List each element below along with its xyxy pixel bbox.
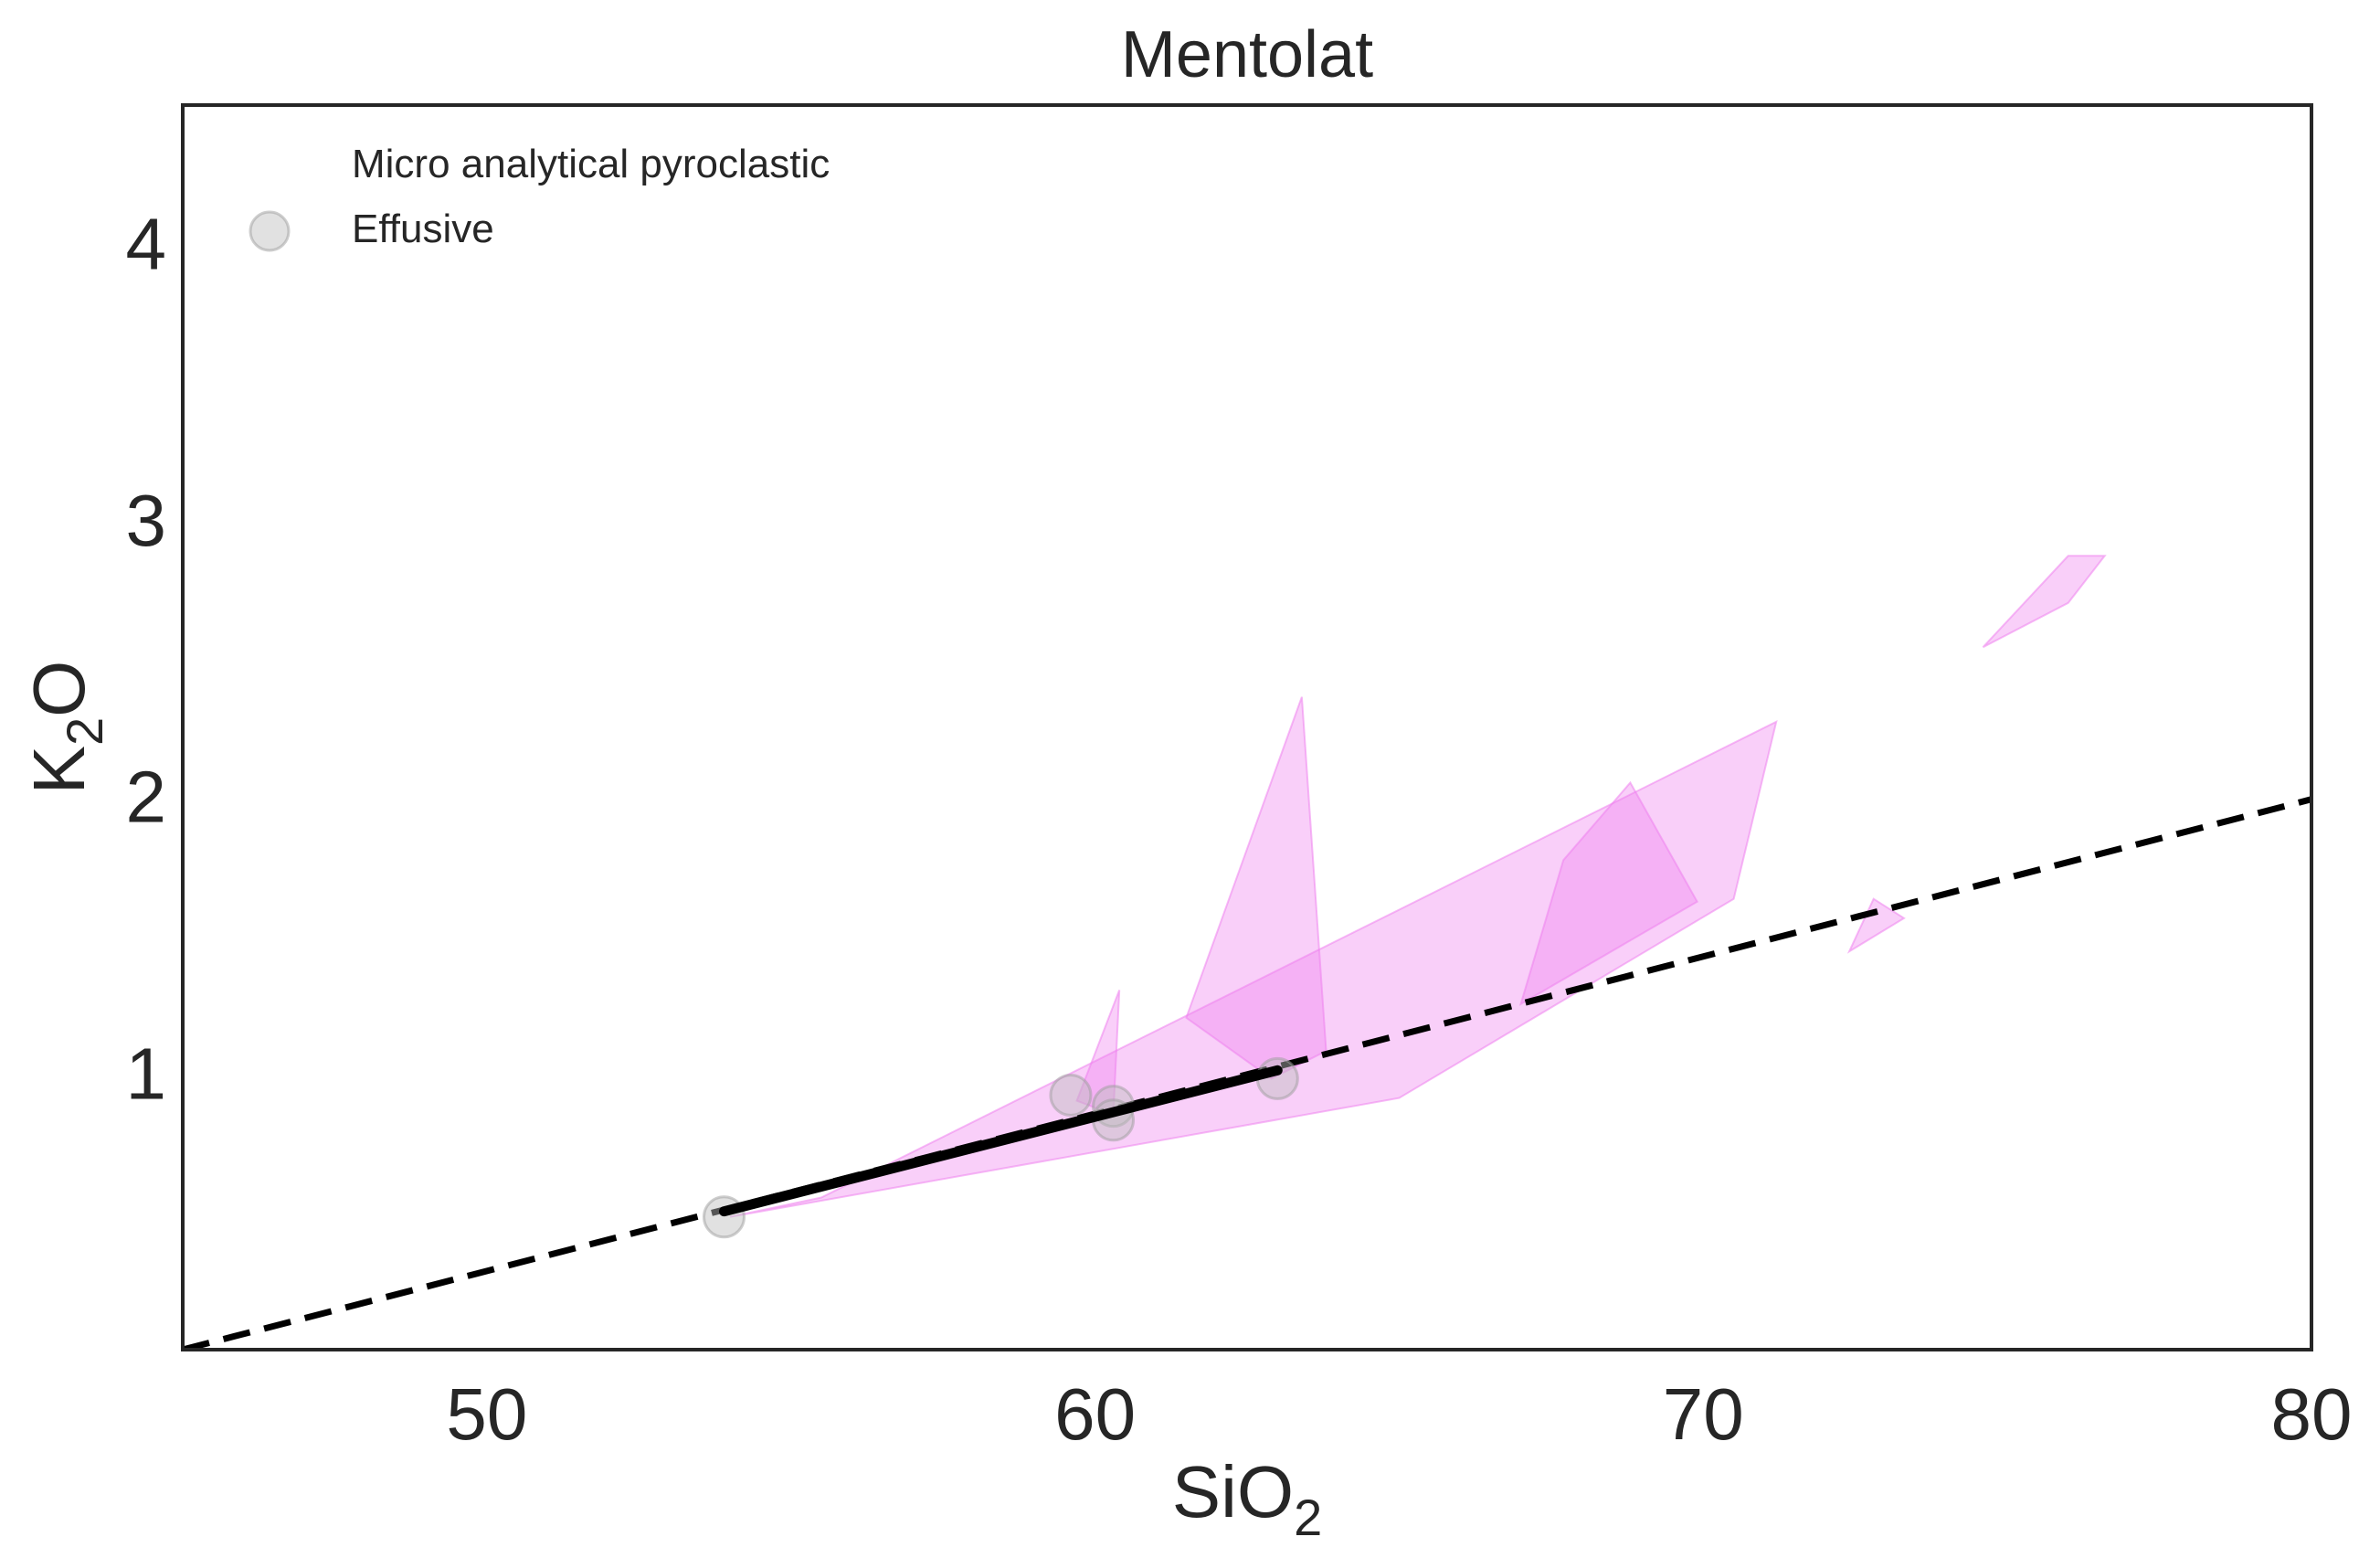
y-tick-label-2: 2 [126,757,167,838]
x-tick-label-60: 60 [1054,1373,1136,1455]
pyroclastic-field-6 [1982,555,2107,649]
pyroclastic-field-4 [1518,780,1698,1006]
legend-label-pyroclastic: Micro analytical pyroclastic [352,142,830,186]
y-tick-label-1: 1 [126,1033,167,1114]
legend-label-effusive: Effusive [352,207,494,251]
pyroclastic-field-1 [729,720,1778,1218]
y-axis-label: K2O [18,661,113,795]
pyroclastic-field-5 [1846,897,1906,954]
pyroclastic-field-3 [1185,696,1328,1080]
plot-frame [181,103,2313,1351]
solid-trend-line [718,1065,1283,1217]
legend-marker-effusive [249,210,291,252]
effusive-point-2 [1049,1074,1093,1118]
x-axis-label: SiO2 [1172,1451,1323,1546]
y-axis-ticks: 1 2 3 4 [126,203,167,1114]
chart-title: Mentolat [1121,18,1373,91]
legend: Micro analytical pyroclastic Effusive [249,142,830,252]
y-tick-label-3: 3 [126,480,167,561]
y-tick-label-4: 4 [126,203,167,284]
plot-area [183,555,2311,1350]
x-tick-label-70: 70 [1663,1373,1744,1455]
x-tick-label-50: 50 [446,1373,527,1455]
x-tick-label-80: 80 [2271,1373,2353,1455]
x-axis-ticks: 50 60 70 80 [446,1373,2352,1455]
